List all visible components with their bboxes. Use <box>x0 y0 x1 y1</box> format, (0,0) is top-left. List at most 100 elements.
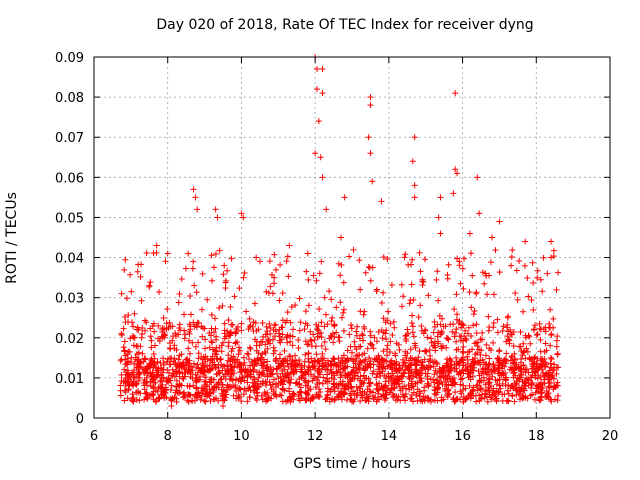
data-point <box>479 368 486 375</box>
data-point <box>264 396 271 403</box>
data-point <box>147 333 154 340</box>
data-point <box>520 340 527 347</box>
data-point <box>452 389 459 396</box>
data-point <box>189 265 196 272</box>
data-point <box>444 360 451 367</box>
data-point <box>117 392 124 399</box>
data-point <box>289 342 296 349</box>
data-point <box>298 362 305 369</box>
data-point <box>150 391 157 398</box>
data-point <box>267 340 274 347</box>
data-point <box>451 306 458 313</box>
data-point-peak <box>253 254 260 261</box>
data-point <box>206 344 213 351</box>
data-point-peak <box>286 242 293 249</box>
data-point <box>331 397 338 404</box>
data-point <box>119 332 125 339</box>
data-point <box>201 372 208 379</box>
data-point <box>371 334 378 341</box>
data-point <box>166 319 173 326</box>
data-point <box>287 353 294 360</box>
data-point <box>446 355 453 362</box>
data-point <box>150 320 157 327</box>
data-point <box>362 269 369 276</box>
data-point <box>318 334 325 341</box>
data-point <box>367 380 374 387</box>
data-point <box>373 398 380 405</box>
data-point <box>409 323 416 330</box>
data-point <box>258 371 265 378</box>
data-point <box>233 387 240 394</box>
data-point <box>159 374 166 381</box>
data-point <box>264 345 271 352</box>
data-point <box>260 359 267 366</box>
data-point <box>316 385 323 392</box>
data-point <box>210 388 217 395</box>
x-axis-label: GPS time / hours <box>293 456 411 472</box>
data-point <box>292 352 299 359</box>
data-point <box>173 398 180 405</box>
data-point-peak <box>315 118 322 125</box>
data-point <box>321 339 328 346</box>
data-point <box>513 380 520 387</box>
data-point <box>508 262 515 269</box>
data-point <box>228 321 235 328</box>
data-point <box>240 362 247 369</box>
data-point <box>185 250 192 257</box>
data-point <box>348 325 355 332</box>
data-point <box>121 348 128 355</box>
data-point <box>492 247 499 254</box>
data-point <box>295 345 302 352</box>
data-point <box>133 381 140 388</box>
data-point <box>430 329 437 336</box>
data-point <box>184 368 191 375</box>
data-point <box>344 396 351 403</box>
data-point <box>517 329 524 336</box>
data-point <box>468 304 475 311</box>
data-point <box>533 332 540 339</box>
data-point <box>444 275 451 282</box>
data-point <box>189 397 196 404</box>
data-point <box>381 394 388 401</box>
data-point <box>517 359 524 366</box>
data-point <box>504 314 511 321</box>
data-point <box>271 376 278 383</box>
data-point <box>362 356 369 363</box>
data-point <box>200 363 207 370</box>
data-points <box>117 54 562 409</box>
data-point <box>199 356 206 363</box>
data-point <box>405 366 412 373</box>
data-point <box>488 369 495 376</box>
data-point <box>516 343 523 350</box>
data-point <box>285 273 292 280</box>
data-point <box>473 290 480 297</box>
data-point <box>366 360 373 367</box>
data-point <box>337 380 344 387</box>
data-point <box>209 277 216 284</box>
data-point <box>168 382 175 389</box>
data-point <box>230 392 237 399</box>
data-point <box>336 338 343 345</box>
data-point <box>337 369 344 376</box>
data-point <box>438 343 445 350</box>
data-point <box>162 258 169 265</box>
data-point <box>223 391 230 398</box>
data-point <box>335 260 342 267</box>
data-point <box>130 323 137 330</box>
data-point <box>481 280 488 287</box>
data-point <box>501 391 508 398</box>
data-point <box>216 247 223 254</box>
data-point <box>240 374 247 381</box>
data-point <box>379 364 386 371</box>
data-point <box>503 350 510 357</box>
data-point-peak <box>317 154 324 161</box>
data-point <box>357 377 364 384</box>
data-point <box>528 297 535 304</box>
data-point <box>284 357 291 364</box>
data-point <box>154 388 161 395</box>
data-point <box>184 359 191 366</box>
data-point <box>135 349 142 356</box>
data-point <box>434 333 441 340</box>
data-point <box>262 341 269 348</box>
data-point <box>141 355 148 362</box>
